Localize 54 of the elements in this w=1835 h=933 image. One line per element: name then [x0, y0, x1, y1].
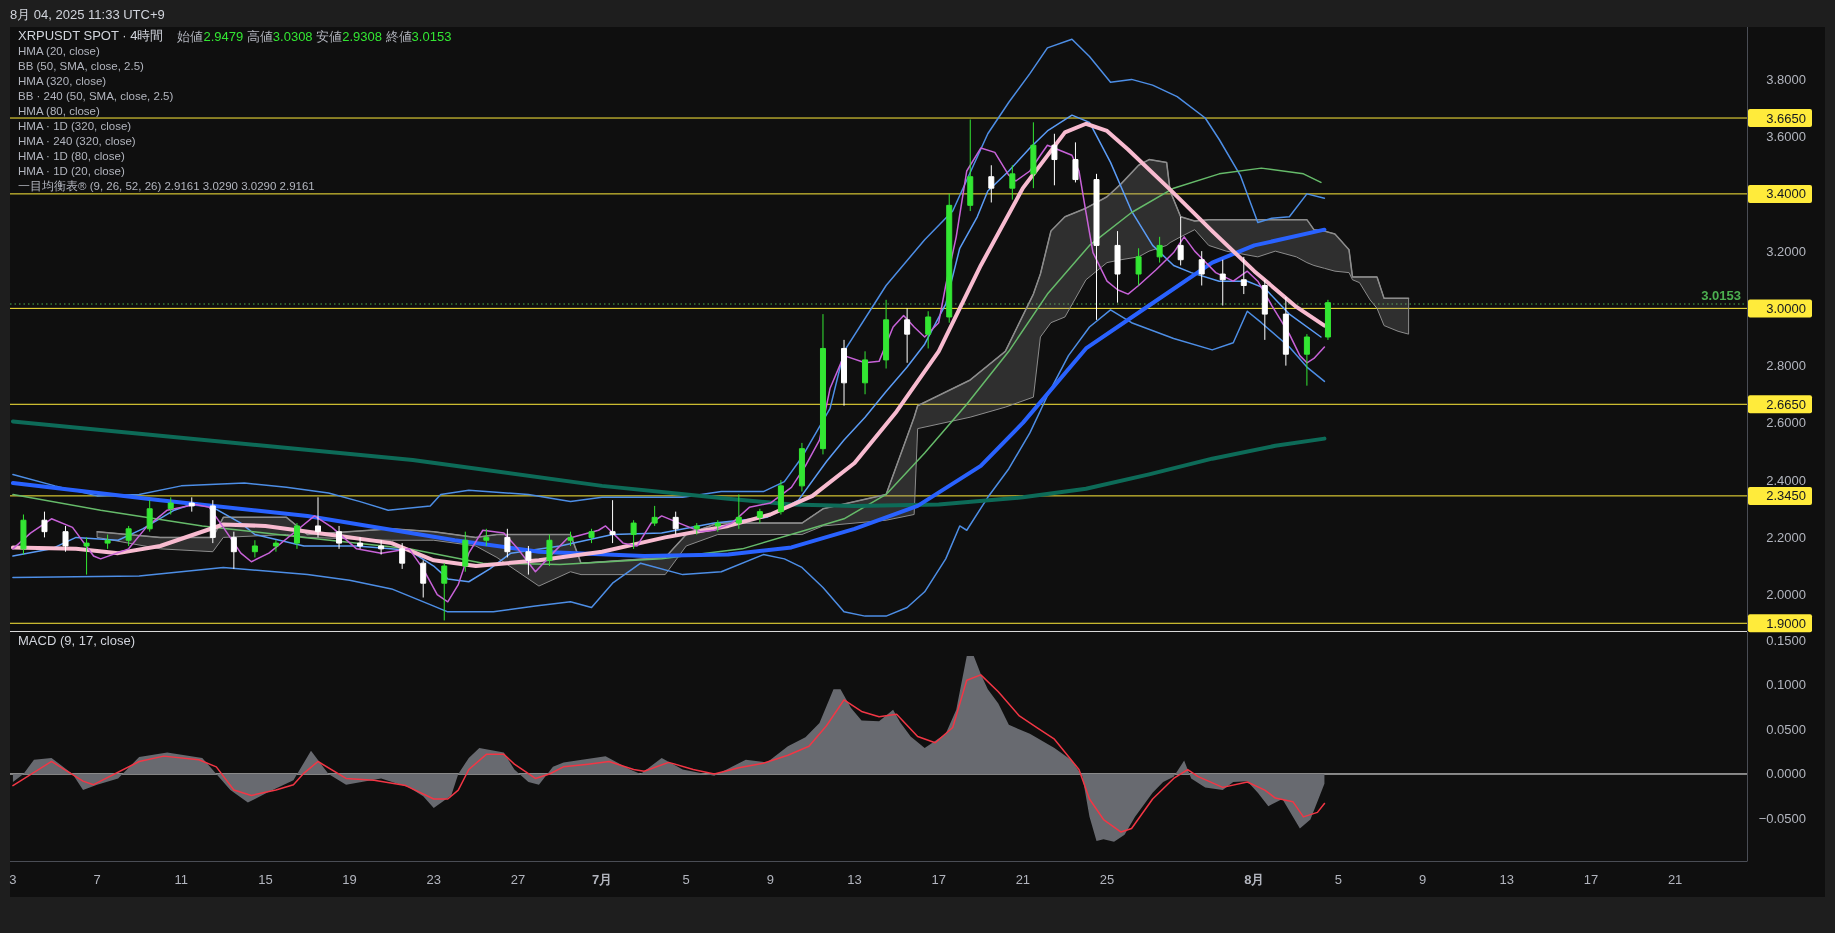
- x-tick-label: 23: [426, 871, 441, 887]
- annotation: HMA · 1D (80, close): [18, 149, 125, 162]
- y-tick-label: 2.2000: [1766, 529, 1806, 545]
- x-tick-label: 13: [1499, 871, 1515, 887]
- y-tick-label: 2.6000: [1766, 415, 1806, 431]
- chart-title: MACD (9, 17, close): [18, 633, 136, 648]
- x-tick-label: 19: [342, 871, 357, 887]
- x-tick-label: 3: [9, 871, 17, 887]
- annotation: HMA · 1D (320, close): [18, 119, 132, 132]
- y-tick-label: 2.4000: [1766, 472, 1806, 488]
- ref-line-label: 3.0000: [1766, 300, 1806, 316]
- x-tick-label: 21: [1015, 871, 1031, 887]
- annotation: BB (50, SMA, close, 2.5): [18, 59, 145, 72]
- ref-line-label: 3.0153: [1701, 287, 1741, 303]
- y-tick-label: 0.0500: [1766, 721, 1806, 737]
- x-tick-label: 21: [1667, 871, 1683, 887]
- chart-title: XRPUSDT SPOT · 4時間: [18, 28, 164, 43]
- ref-line-label: 2.6650: [1766, 396, 1806, 412]
- annotation: HMA · 1D (20, close): [18, 164, 125, 177]
- y-tick-label: −0.0500: [1758, 811, 1806, 827]
- ref-line-label: 3.4000: [1766, 186, 1806, 202]
- annotation: BB · 240 (50, SMA, close, 2.5): [18, 89, 174, 102]
- x-tick-label: 7: [93, 871, 101, 887]
- x-tick-label: 9: [766, 871, 774, 887]
- x-tick-label: 27: [510, 871, 526, 887]
- annotation: HMA (80, close): [18, 104, 100, 117]
- y-tick-label: 3.6000: [1766, 129, 1806, 145]
- y-tick-label: 0.1500: [1766, 632, 1806, 648]
- ref-line-label: 2.3450: [1766, 488, 1806, 504]
- annotation: HMA (20, close): [18, 44, 100, 57]
- x-tick-label: 5: [682, 871, 690, 887]
- x-tick-label: 17: [931, 871, 946, 887]
- x-tick-label: 15: [258, 871, 273, 887]
- x-tick-label: 25: [1099, 871, 1115, 887]
- x-tick-label: 13: [847, 871, 862, 887]
- text: 8月 04, 2025 11:33 UTC+9: [10, 6, 165, 22]
- y-tick-label: 2.0000: [1766, 587, 1806, 603]
- y-tick-label: 0.1000: [1766, 677, 1806, 693]
- y-tick-label: 3.2000: [1766, 243, 1806, 259]
- x-tick-label: 8月: [1244, 871, 1265, 887]
- y-tick-label: 3.8000: [1766, 71, 1806, 87]
- x-tick-label: 7月: [591, 871, 613, 887]
- x-tick-label: 11: [174, 871, 188, 887]
- y-tick-label: 2.8000: [1766, 358, 1806, 374]
- chart-subtitle: 始値2.9479 高値3.0308 安値2.9308 終値3.0153: [177, 28, 452, 43]
- annotation: HMA · 240 (320, close): [18, 134, 136, 147]
- ref-line-label: 1.9000: [1766, 615, 1806, 631]
- annotation: HMA (320, close): [18, 74, 107, 87]
- annotation: 一目均衡表® (9, 26, 52, 26) 2.9161 3.0290 3.0290 2.9161: [18, 179, 315, 192]
- x-tick-label: 17: [1583, 871, 1599, 887]
- x-tick-label: 9: [1419, 871, 1427, 887]
- y-tick-label: 0.0000: [1766, 766, 1806, 782]
- ref-line-label: 3.6650: [1766, 110, 1806, 126]
- x-tick-label: 5: [1334, 871, 1343, 887]
